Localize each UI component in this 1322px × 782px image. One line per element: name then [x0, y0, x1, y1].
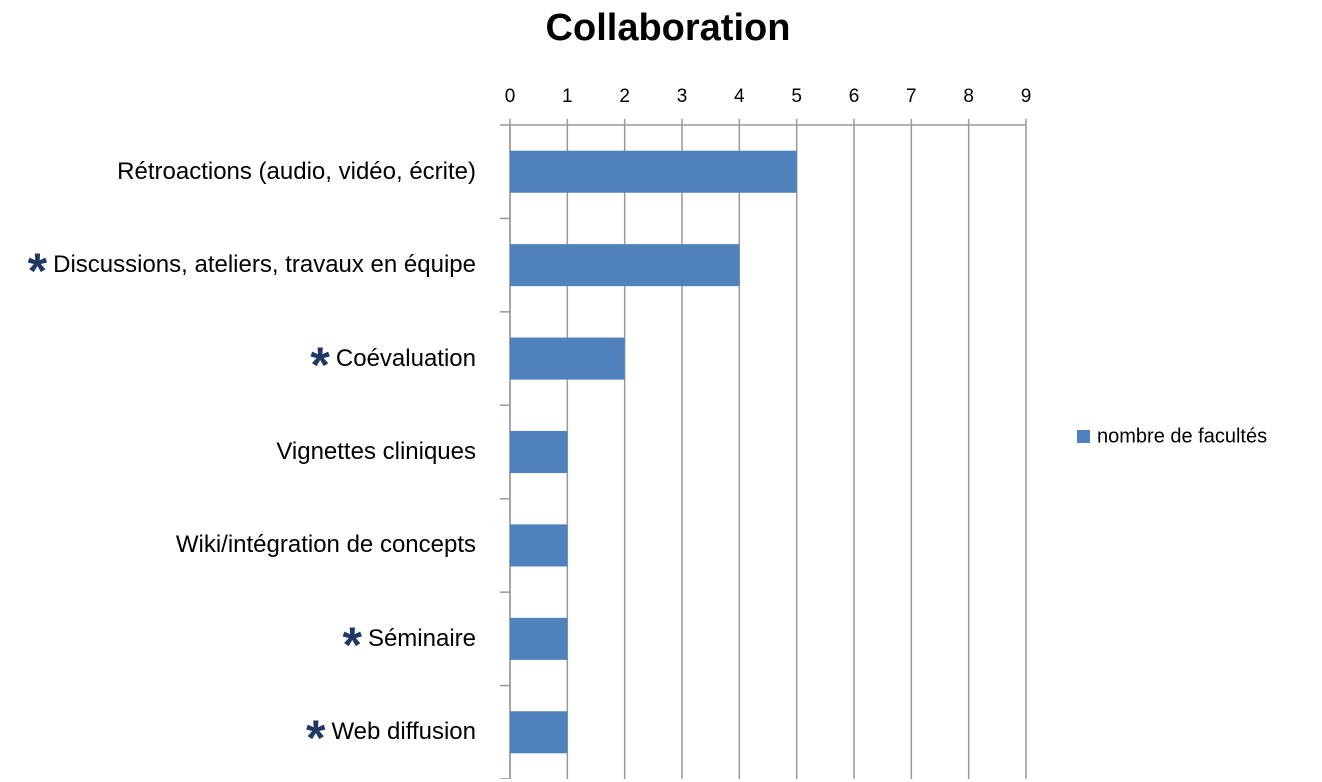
category-label: * Coévaluation — [310, 340, 476, 390]
asterisk: * — [305, 710, 326, 767]
x-tick-label: 6 — [849, 86, 860, 107]
category-text: Coévaluation — [335, 344, 476, 372]
asterisk: * — [27, 243, 48, 300]
category-text: Wiki/intégration de concepts — [175, 531, 476, 559]
asterisk: * — [342, 616, 362, 673]
legend-swatch — [1077, 430, 1090, 443]
x-tick-label: 5 — [791, 86, 802, 107]
category-text: Séminaire — [367, 624, 476, 652]
category-text: Discussions, ateliers, travaux en équipe — [53, 251, 476, 279]
category-label: Wiki/intégration de concepts — [176, 529, 476, 561]
category-text: Rétroactions (audio, vidéo, écrite) — [117, 157, 476, 185]
bar — [510, 524, 568, 567]
x-tick-label: 7 — [906, 86, 917, 107]
category-text: Web diffusion — [331, 718, 476, 746]
category-label: * Web diffusion — [306, 713, 476, 763]
category-label-box: Wiki/intégration de concepts — [0, 495, 476, 595]
bar — [510, 617, 568, 660]
category-label-box: * Coévaluation — [0, 309, 476, 409]
bar — [510, 430, 568, 474]
bar — [510, 711, 568, 754]
x-tick-label: 9 — [1021, 86, 1032, 107]
category-label-box: Vignettes cliniques — [0, 402, 476, 502]
category-label-box: Rétroactions (audio, vidéo, écrite) — [0, 122, 476, 222]
x-tick-label: 1 — [562, 86, 573, 107]
category-label: * Séminaire — [342, 620, 476, 670]
category-label: Vignettes cliniques — [276, 436, 476, 468]
x-tick-label: 4 — [734, 86, 745, 107]
category-label-box: * Web diffusion — [0, 682, 476, 782]
chart-title: Collaboration — [546, 7, 791, 49]
category-label-box: * Discussions, ateliers, travaux en équip… — [0, 215, 476, 315]
x-tick-label: 2 — [619, 86, 630, 107]
x-tick-label: 3 — [677, 86, 688, 107]
bar — [510, 150, 797, 193]
category-label: Rétroactions (audio, vidéo, écrite) — [117, 156, 476, 188]
x-tick-label: 0 — [505, 86, 516, 107]
legend-label: nombre de facultés — [1097, 425, 1267, 447]
category-label-box: * Séminaire — [0, 589, 476, 689]
category-text: Vignettes cliniques — [276, 438, 476, 465]
asterisk: * — [310, 336, 330, 393]
bar — [510, 337, 625, 380]
category-label: * Discussions, ateliers, travaux en équip… — [28, 246, 476, 296]
bar — [510, 244, 740, 287]
x-tick-label: 8 — [963, 86, 974, 107]
